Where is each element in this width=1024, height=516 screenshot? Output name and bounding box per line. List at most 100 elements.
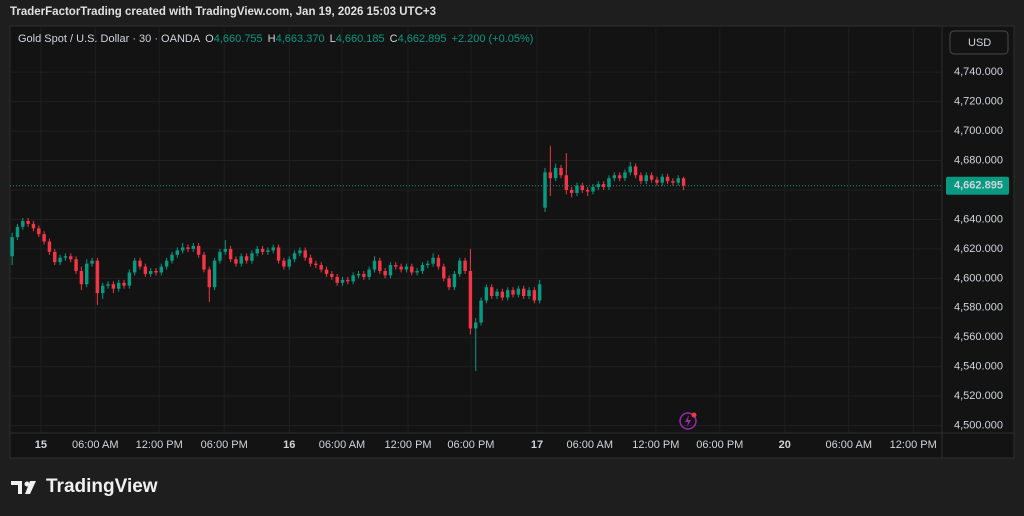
currency-label: USD bbox=[968, 37, 991, 49]
candle-body bbox=[298, 250, 302, 254]
candle-body bbox=[580, 185, 585, 190]
x-tick-label: 06:00 PM bbox=[447, 439, 494, 451]
candle-body bbox=[308, 257, 313, 264]
candle-body bbox=[484, 287, 489, 301]
candle-body bbox=[436, 257, 441, 267]
candle-body bbox=[164, 260, 169, 267]
candle-body bbox=[132, 260, 137, 273]
candle-body bbox=[601, 184, 606, 188]
candle-body bbox=[665, 176, 670, 182]
candle-body bbox=[218, 251, 222, 261]
candle-body bbox=[292, 253, 297, 260]
candle-body bbox=[154, 271, 158, 273]
symbol: Gold Spot / U.S. Dollar · 30 · OANDA bbox=[18, 33, 201, 45]
candle-body bbox=[234, 259, 238, 264]
candle-body bbox=[202, 254, 206, 270]
candle-body bbox=[420, 265, 425, 271]
candle-body bbox=[415, 271, 419, 273]
brand-logo bbox=[11, 481, 36, 494]
candle-body bbox=[186, 247, 190, 249]
candle-body bbox=[170, 254, 174, 261]
alert-icon[interactable] bbox=[679, 412, 697, 430]
candle-body bbox=[10, 237, 14, 257]
candle-body bbox=[617, 175, 622, 179]
candle-body bbox=[159, 266, 164, 273]
y-tick-label: 4,500.000 bbox=[954, 420, 1003, 432]
candle-body bbox=[394, 265, 398, 267]
candle-body bbox=[212, 260, 217, 288]
legend: Gold Spot / U.S. Dollar · 30 · OANDA O 4,… bbox=[18, 33, 533, 45]
candle-body bbox=[564, 175, 569, 190]
candle-body bbox=[180, 247, 185, 251]
candle-body bbox=[356, 273, 361, 276]
x-tick-label: 15 bbox=[35, 439, 47, 451]
ohlc-value: 4,660.185 bbox=[335, 33, 385, 45]
currency-button[interactable] bbox=[949, 30, 1009, 55]
candle-body bbox=[148, 271, 153, 274]
candle-body bbox=[623, 172, 627, 179]
candle-body bbox=[69, 256, 73, 260]
x-tick-label: 06:00 AM bbox=[567, 439, 613, 451]
candle-body bbox=[330, 273, 334, 277]
x-tick-label: 12:00 PM bbox=[136, 439, 183, 451]
candle-body bbox=[607, 178, 611, 188]
x-tick-label: 20 bbox=[779, 439, 791, 451]
candle-body bbox=[516, 288, 521, 295]
x-tick-label: 06:00 AM bbox=[826, 439, 872, 451]
candle-body bbox=[537, 284, 542, 301]
candle-body bbox=[388, 265, 393, 276]
candle-body bbox=[53, 251, 57, 263]
candle-body bbox=[74, 259, 78, 271]
grid bbox=[10, 28, 942, 433]
candle-body bbox=[426, 263, 430, 266]
candle-body bbox=[495, 291, 499, 297]
header: TraderFactorTrading created with Trading… bbox=[10, 6, 436, 18]
x-tick-label: 06:00 PM bbox=[201, 439, 248, 451]
candle-body bbox=[143, 266, 148, 274]
x-tick-label: 12:00 PM bbox=[632, 439, 679, 451]
ohlc-label: O bbox=[205, 33, 214, 45]
y-tick-label: 4,720.000 bbox=[954, 96, 1003, 108]
candle-body bbox=[207, 269, 212, 288]
candle-body bbox=[175, 250, 180, 255]
candle-body bbox=[362, 273, 366, 277]
candle-body bbox=[505, 290, 510, 298]
candle-body bbox=[324, 269, 329, 274]
last-price-label: 4,662.895 bbox=[954, 180, 1003, 192]
candle-body bbox=[95, 260, 100, 294]
candle-body bbox=[649, 175, 654, 180]
x-tick-label: 12:00 PM bbox=[385, 439, 432, 451]
candle-body bbox=[543, 172, 547, 208]
candle-body bbox=[378, 260, 382, 271]
candle-body bbox=[559, 167, 563, 176]
candle-body bbox=[127, 272, 132, 286]
candle-body bbox=[111, 284, 116, 289]
candle-body bbox=[633, 166, 638, 176]
candle-body bbox=[442, 266, 446, 279]
candle-body bbox=[42, 234, 46, 242]
candle-body bbox=[26, 220, 30, 224]
candle-body bbox=[15, 226, 20, 238]
chart-pane bbox=[9, 25, 1015, 459]
candles bbox=[10, 145, 942, 372]
ohlc-label: C bbox=[389, 33, 398, 45]
candle-body bbox=[548, 172, 553, 179]
candle-body bbox=[335, 276, 339, 283]
candle-body bbox=[569, 190, 574, 193]
ohlc-value: 4,663.370 bbox=[275, 33, 325, 45]
x-tick-label: 12:00 PM bbox=[890, 439, 937, 451]
candle-body bbox=[500, 291, 505, 298]
y-tick-label: 4,620.000 bbox=[954, 243, 1003, 255]
candle-body bbox=[639, 175, 643, 182]
x-tick-label: 17 bbox=[531, 439, 543, 451]
x-tick-label: 06:00 AM bbox=[72, 439, 118, 451]
ohlc-value: 4,662.895 bbox=[397, 33, 447, 45]
candle-body bbox=[591, 187, 595, 192]
candle-body bbox=[255, 248, 259, 254]
candle-body bbox=[260, 248, 265, 252]
y-tick-label: 4,680.000 bbox=[954, 154, 1003, 166]
candle-body bbox=[404, 266, 409, 270]
candle-body bbox=[553, 167, 558, 179]
candle-body bbox=[223, 248, 228, 252]
